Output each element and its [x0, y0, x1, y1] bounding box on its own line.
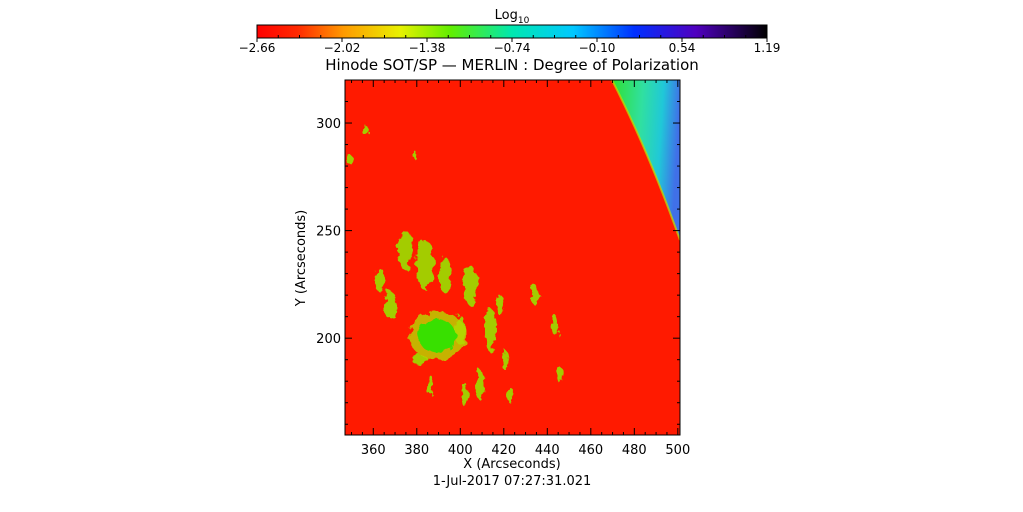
chart-title: Hinode SOT/SP — MERLIN : Degree of Polar… [325, 56, 699, 74]
timestamp: 1-Jul-2017 07:27:31.021 [433, 474, 592, 489]
colorbar-tick-label: −2.02 [324, 41, 361, 55]
y-tick-label: 200 [316, 332, 341, 347]
x-tick-label: 460 [578, 443, 603, 458]
solar-limb-region [612, 80, 680, 240]
y-axis-label: Y (Arcseconds) [294, 210, 309, 307]
colorbar-label: Log10 [495, 8, 530, 26]
x-tick-label: 400 [448, 443, 473, 458]
colorbar-ticks: −2.66 −2.02 −1.38 −0.74 −0.10 0.54 1.19 [239, 35, 781, 55]
x-axis-label: X (Arcseconds) [463, 457, 560, 472]
colorbar-tick-label: −0.10 [579, 41, 616, 55]
x-tick-label: 500 [665, 443, 690, 458]
x-tick-label: 380 [404, 443, 429, 458]
colorbar-ramp [256, 24, 768, 39]
y-axis: 200 250 300 [316, 79, 680, 425]
colorbar-tick-label: −1.38 [409, 41, 446, 55]
plot-frame [344, 79, 681, 436]
y-tick-label: 300 [316, 117, 341, 132]
y-tick-label: 250 [316, 225, 341, 240]
x-tick-label: 360 [361, 443, 386, 458]
heatmap-image [345, 80, 680, 435]
colorbar-tick-label: 0.54 [669, 41, 696, 55]
colorbar-tick-label: −2.66 [239, 41, 276, 55]
x-tick-label: 440 [535, 443, 560, 458]
x-tick-label: 480 [622, 443, 647, 458]
x-tick-label: 420 [491, 443, 516, 458]
solar-limb-edge [611, 80, 680, 241]
colorbar: Log10 −2.66 −2.02 −1.38 −0.74 −0.10 0.54 1.19 [239, 8, 781, 55]
x-axis: 360 380 400 420 440 460 480 500 [351, 80, 690, 458]
colorbar-tick-label: −0.74 [494, 41, 531, 55]
colorbar-tick-label: 1.19 [754, 41, 781, 55]
heatmap-texture [345, 80, 680, 435]
